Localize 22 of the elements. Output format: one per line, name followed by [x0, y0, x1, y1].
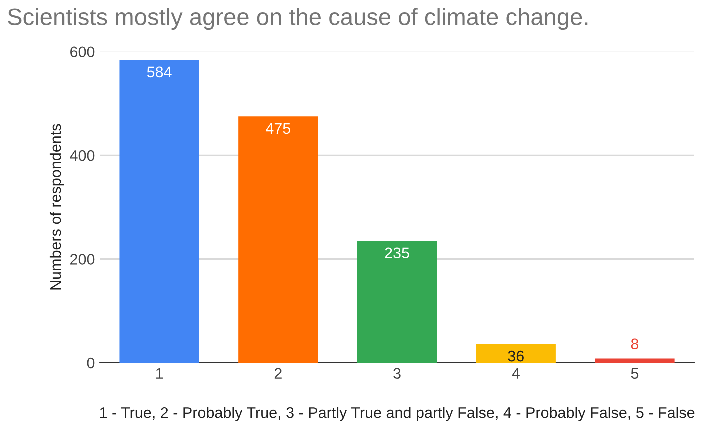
- data-label: 8: [631, 338, 639, 350]
- bar: [476, 344, 556, 363]
- y-tick-label: 0: [87, 358, 95, 369]
- x-tick-label: 1: [156, 368, 164, 379]
- x-tick-label: 4: [512, 368, 520, 379]
- data-label: 475: [266, 123, 291, 134]
- y-tick-label: 200: [70, 254, 95, 265]
- x-tick-label: 3: [394, 368, 401, 380]
- data-label: 36: [508, 350, 524, 362]
- data-label: 584: [147, 66, 172, 78]
- bar: [238, 116, 318, 363]
- bar: [595, 358, 675, 363]
- chart-title: Scientists mostly agree on the cause of climate change.: [8, 8, 588, 30]
- bar: [120, 60, 200, 363]
- y-axis-title: Numbers of respondents: [50, 124, 64, 290]
- x-tick-label: 5: [631, 368, 639, 380]
- data-label: 235: [385, 248, 410, 259]
- y-tick-label: 400: [70, 150, 95, 162]
- x-axis-title: 1 - True, 2 - Probably True, 3 - Partly True and partly False, 4 - Probably False, 5 - False: [100, 407, 695, 422]
- x-tick-label: 2: [274, 368, 282, 379]
- bar: [357, 241, 438, 363]
- y-tick-label: 600: [70, 46, 95, 58]
